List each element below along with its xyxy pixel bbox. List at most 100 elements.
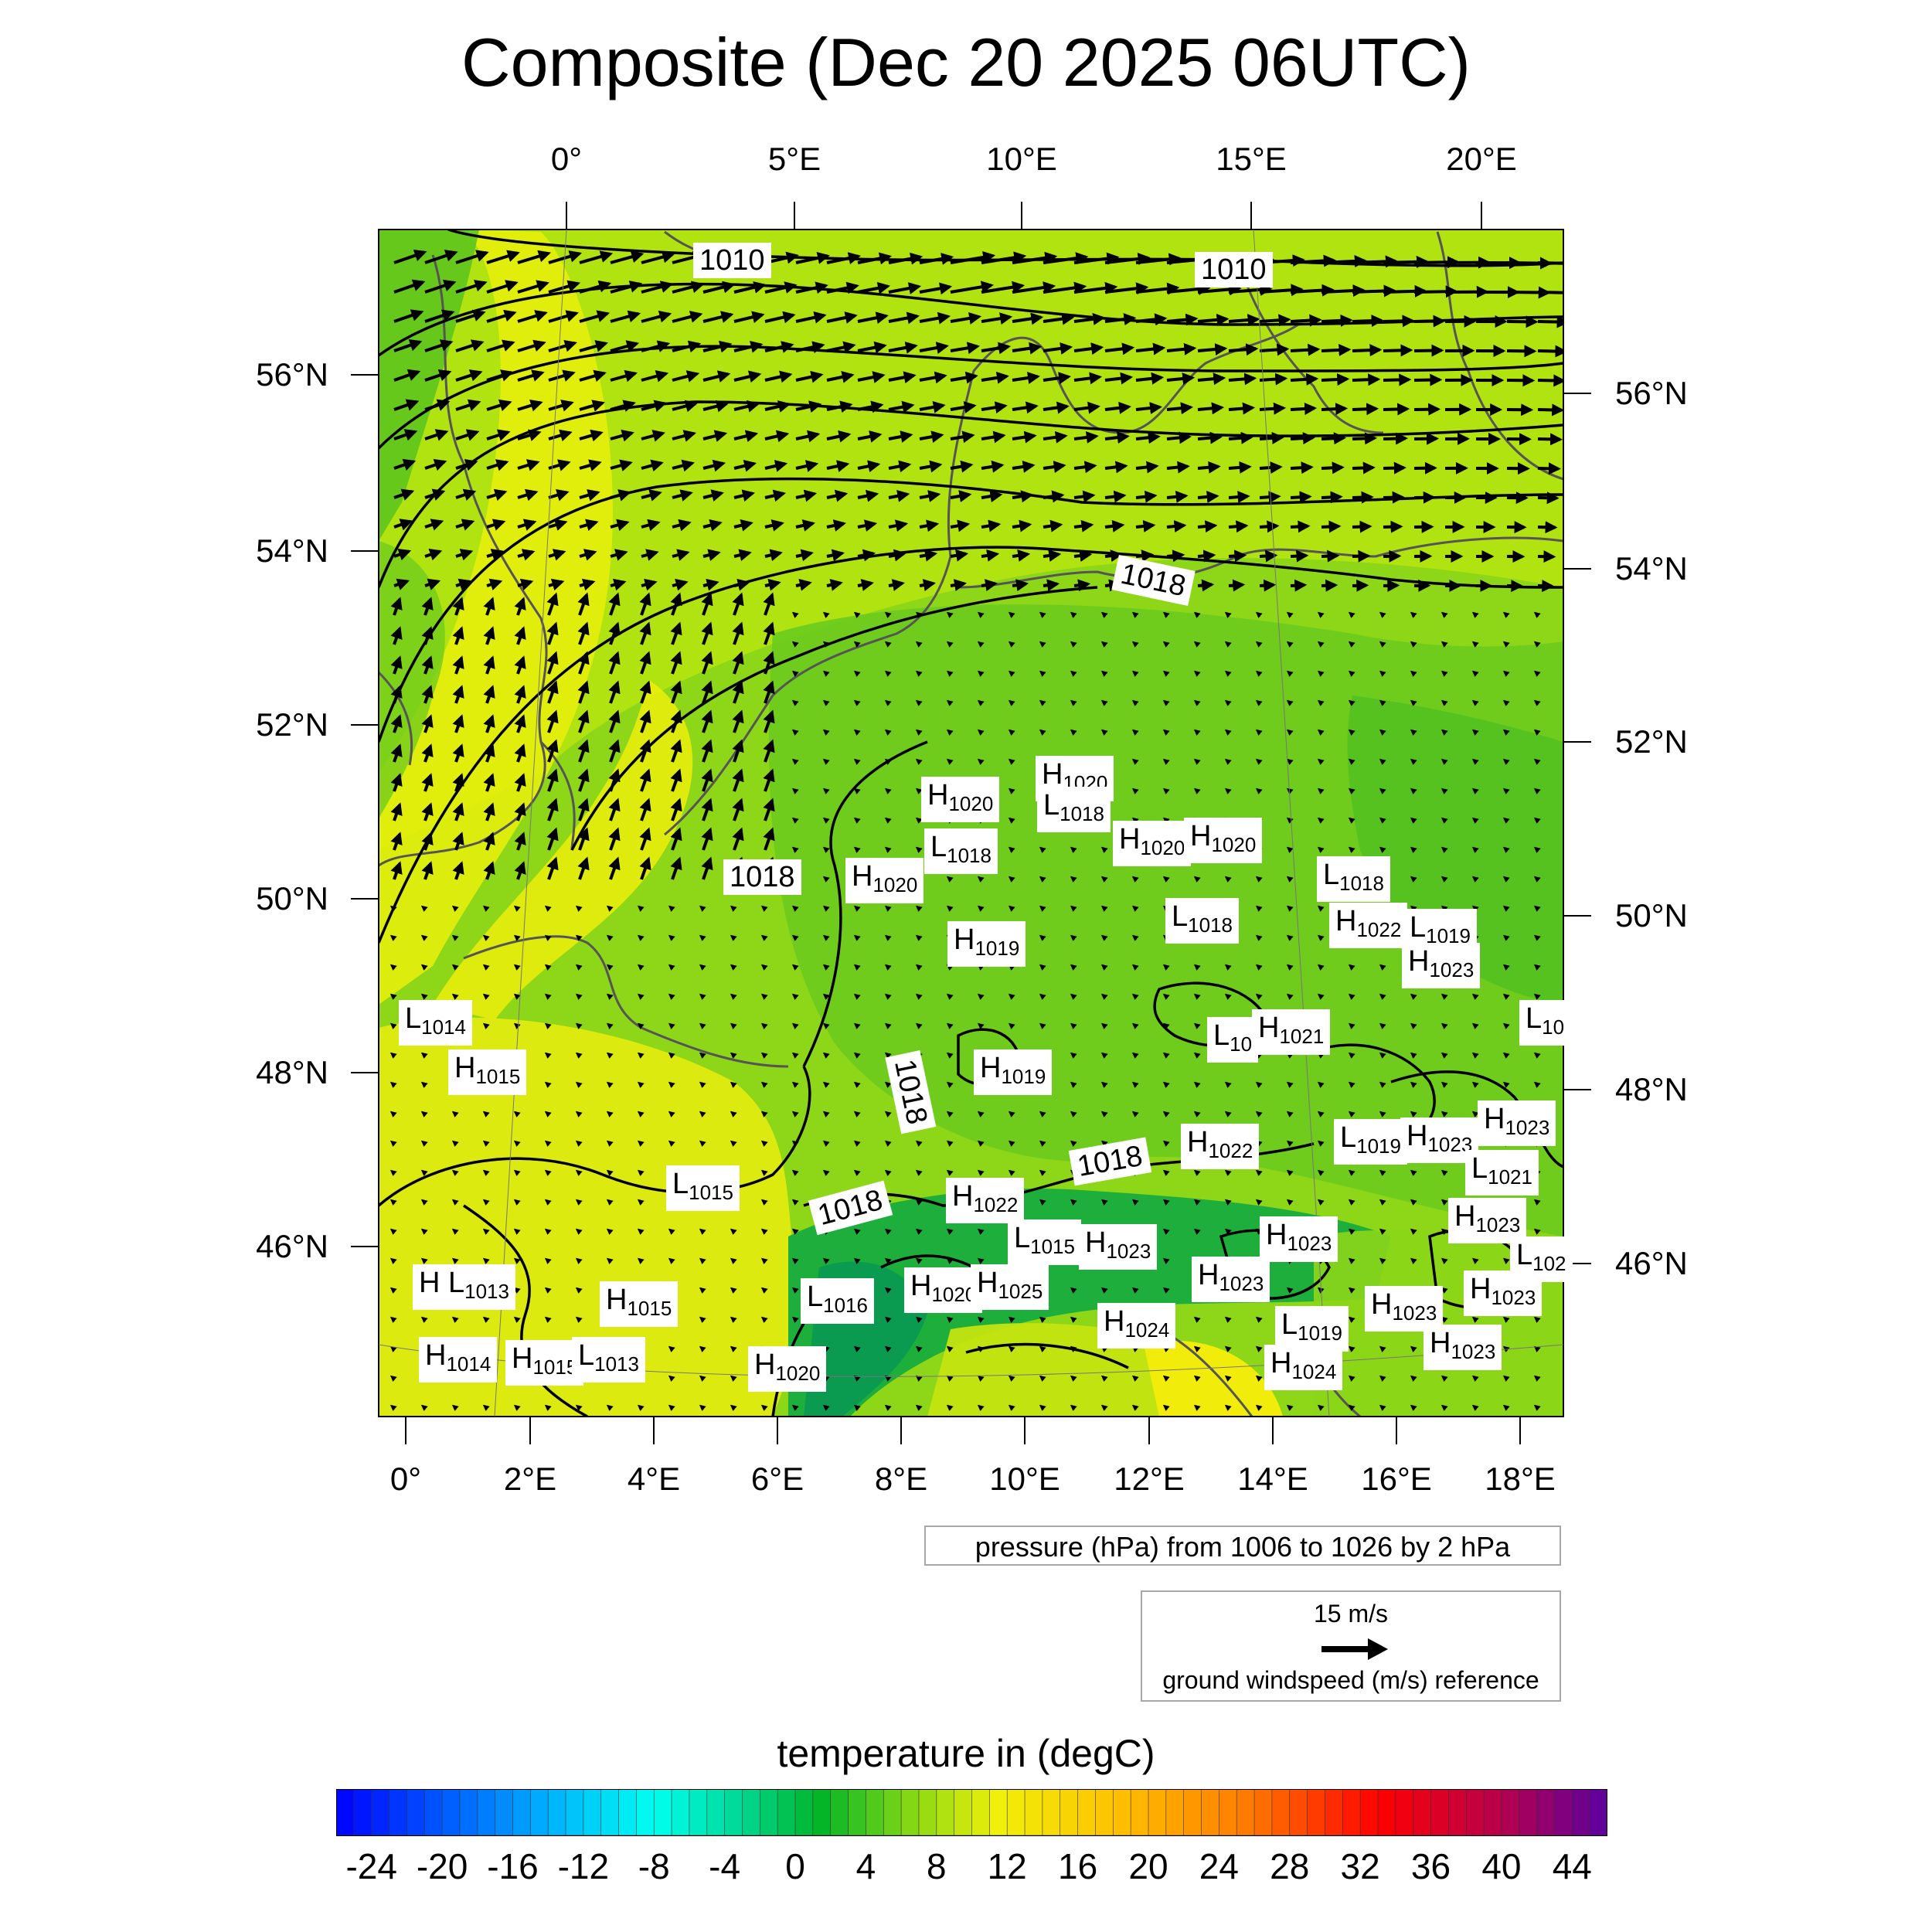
wind-vector (1104, 431, 1130, 444)
wind-vector (884, 758, 892, 765)
wind-vector (514, 685, 526, 704)
wind-vector (1286, 641, 1294, 648)
wind-vector (1259, 402, 1287, 415)
wind-vector (791, 729, 799, 736)
wind-vector (1259, 491, 1281, 504)
wind-vector (888, 489, 910, 502)
wind-vector (1348, 817, 1355, 824)
wind-vector (915, 729, 923, 736)
wind-vector (764, 549, 783, 562)
wind-vector (548, 310, 579, 323)
pressure-center: H1022 (946, 1178, 1025, 1223)
lon-label-top: 5°E (767, 141, 821, 177)
wind-vector (1193, 993, 1201, 1000)
wind-vector (1039, 670, 1046, 677)
wind-vector (1012, 519, 1032, 532)
wind-vector (853, 1052, 861, 1059)
colorbar-tick-label: 12 (987, 1846, 1027, 1886)
lon-label-top: 0° (550, 141, 583, 177)
wind-vector (577, 827, 590, 851)
colorbar-swatch (441, 1789, 461, 1836)
wind-vector (1317, 787, 1325, 794)
wind-vector (702, 459, 726, 472)
wind-vector (610, 400, 636, 412)
wind-vector (548, 280, 581, 294)
wind-vector (1259, 343, 1290, 356)
wind-vector (1537, 345, 1563, 358)
wind-vector (1533, 846, 1541, 853)
wind-vector (544, 934, 552, 941)
wind-vector (950, 460, 974, 473)
wind-vector (483, 685, 495, 704)
wind-vector (452, 861, 464, 880)
wind-vector (1379, 758, 1386, 765)
colorbar-swatch (1024, 1789, 1043, 1836)
wind-vector (730, 905, 737, 912)
colorbar-swatch (1501, 1789, 1520, 1836)
wind-vector (1135, 282, 1180, 295)
wind-vector (1255, 905, 1263, 912)
wind-vector (672, 489, 693, 502)
wind-vector (1197, 491, 1219, 503)
wind-vector (853, 611, 861, 618)
wind-vector (1537, 291, 1563, 294)
wind-vector (517, 250, 551, 264)
wind-vector (888, 341, 918, 354)
wind-vector (548, 429, 573, 442)
wind-vector (641, 310, 672, 323)
wind-vector (390, 861, 403, 880)
wind-vector (950, 579, 968, 592)
wind-vector (915, 787, 923, 794)
wind-vector (514, 832, 526, 851)
wind-vector (1321, 491, 1343, 504)
wind-vector (1043, 490, 1065, 503)
wind-vector (393, 309, 424, 323)
wind-vector (822, 729, 830, 736)
wind-vector (1008, 905, 1015, 912)
pressure-center: H1022 (1329, 903, 1408, 948)
wind-vector (1166, 372, 1196, 385)
wind-vector (1104, 519, 1125, 532)
wind-vector (1070, 611, 1077, 618)
wind-vector (1131, 993, 1139, 1000)
wind-vector (857, 311, 889, 325)
wind-vector (544, 1052, 552, 1059)
wind-vector (919, 490, 941, 502)
wind-vector (1410, 1022, 1417, 1029)
wind-vector (517, 339, 546, 352)
wind-vector (1317, 611, 1325, 618)
wind-vector (981, 342, 1012, 355)
wind-vector (1471, 729, 1479, 736)
wind-vector (1317, 993, 1325, 1000)
wind-vector (639, 709, 651, 733)
wind-vector (421, 685, 434, 704)
wind-vector (1039, 964, 1046, 971)
wind-vector (1166, 431, 1192, 444)
wind-vector (1135, 520, 1156, 532)
wind-vector (950, 371, 978, 384)
wind-vector (888, 430, 913, 443)
wind-vector (1162, 729, 1170, 736)
wind-vector (857, 430, 883, 443)
wind-vector (950, 312, 982, 325)
wind-vector (699, 993, 706, 1000)
wind-vector (1012, 251, 1058, 264)
wind-vector (822, 817, 830, 824)
wind-vector (791, 758, 799, 765)
wind-vector (853, 641, 861, 648)
wind-vector (608, 680, 621, 704)
wind-vector (701, 798, 713, 821)
wind-vector (639, 798, 651, 821)
colorbar-tick-label: -20 (416, 1846, 468, 1886)
wind-vector (546, 651, 559, 675)
wind-vector (390, 626, 403, 645)
wind-vector (455, 578, 472, 590)
wind-vector (389, 934, 397, 941)
wind-vector (1135, 372, 1165, 385)
pressure-center: H1015 (600, 1281, 679, 1327)
wind-vector (606, 1022, 614, 1029)
wind-vector (950, 281, 995, 294)
wind-vector (546, 827, 559, 851)
wind-vector (764, 341, 794, 353)
wind-vector (637, 964, 645, 971)
